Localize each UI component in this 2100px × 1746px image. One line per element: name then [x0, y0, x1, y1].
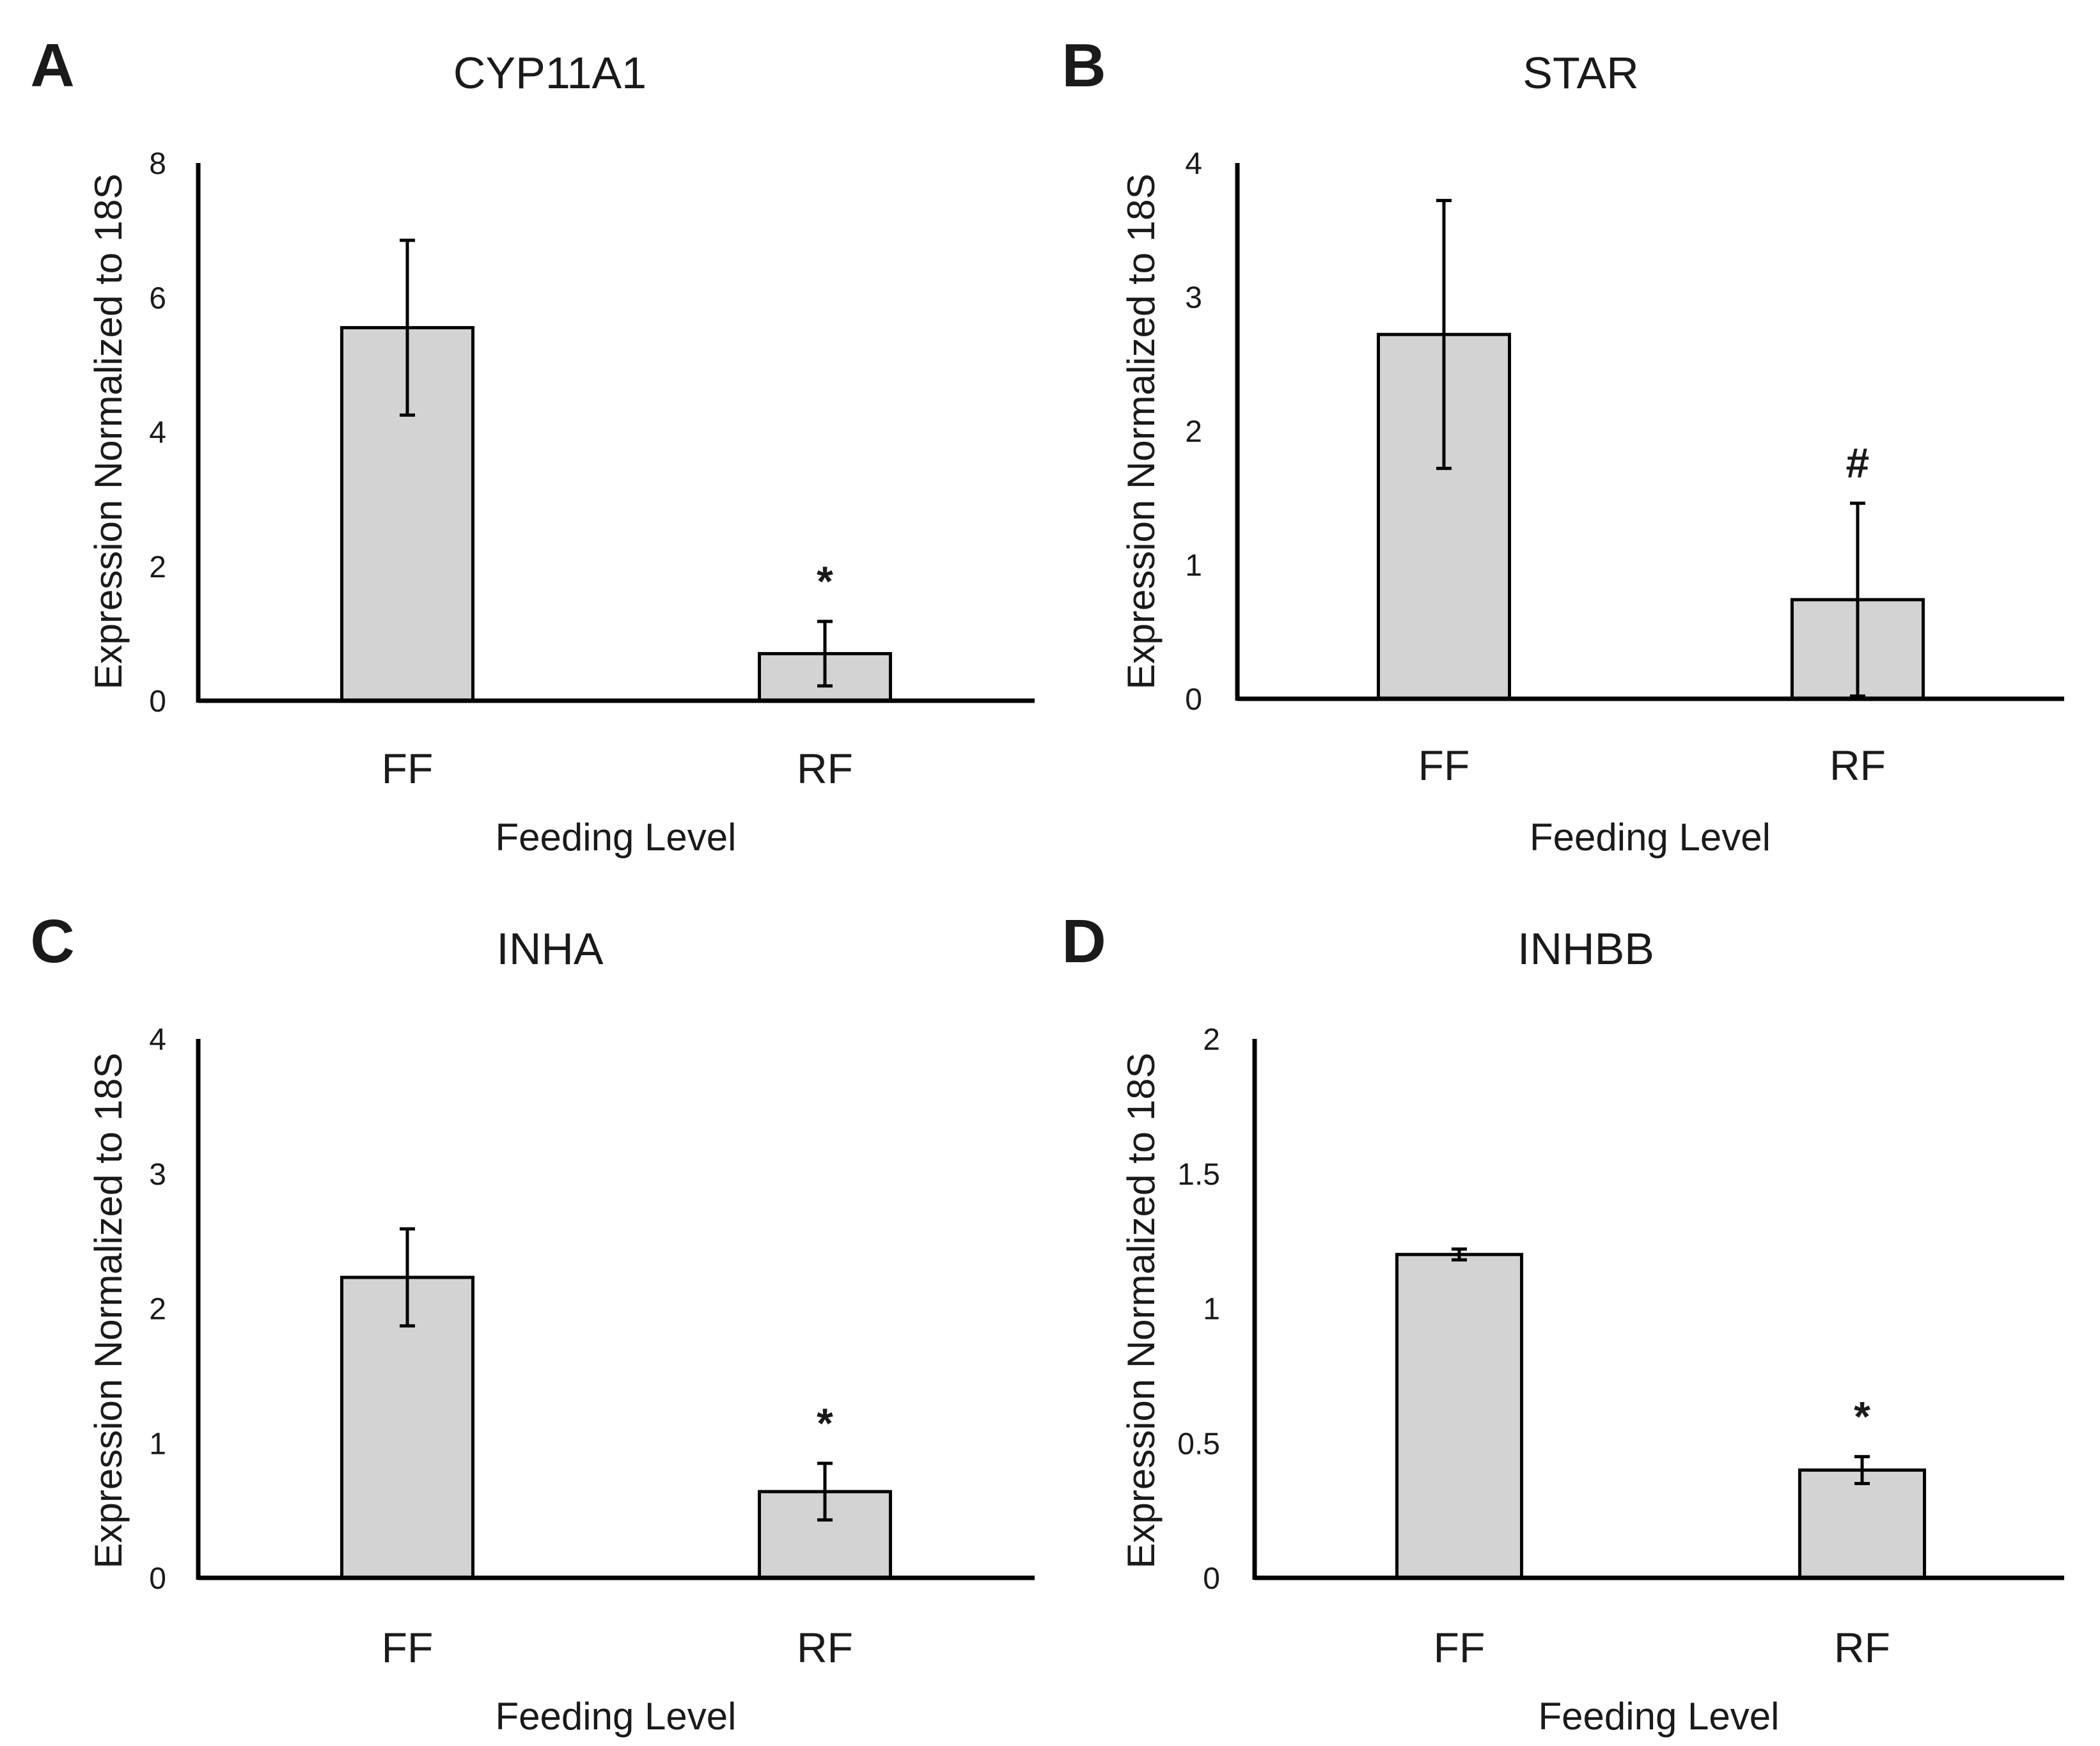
panel-letter: D: [1062, 907, 1106, 976]
bar-rf: [1798, 1468, 1926, 1580]
significance-marker: *: [817, 1399, 833, 1447]
x-axis-title: Feeding Level: [1530, 816, 1771, 859]
chart-title: STAR: [1523, 48, 1639, 98]
y-tick-label: 0: [1185, 683, 1202, 717]
chart-panel-b: B STAR Expression Normalized to 18S 0 1 2 3 4 FF…: [1062, 31, 2064, 859]
y-tick-label: 4: [149, 416, 166, 450]
x-tick-label: RF: [797, 1624, 853, 1671]
y-axis-title: Expression Normalized to 18S: [1120, 173, 1163, 689]
y-tick-label: 1.5: [1177, 1158, 1220, 1192]
x-tick-label: FF: [382, 1624, 434, 1671]
y-tick-label: 0: [1203, 1562, 1220, 1596]
y-tick-label: 1: [149, 1427, 166, 1461]
chart-panel-d: D INHBB Expression Normalized to 18S 0 0.5 1 1…: [1062, 907, 2064, 1738]
x-tick-label: RF: [1834, 1624, 1890, 1671]
y-axis-title: Expression Normalized to 18S: [87, 1052, 130, 1568]
x-tick-label: FF: [382, 745, 434, 792]
y-tick-label: 4: [149, 1023, 166, 1057]
significance-marker: *: [1854, 1392, 1870, 1440]
x-tick-label: RF: [797, 745, 853, 792]
significance-marker: #: [1846, 439, 1870, 487]
y-tick-label: 8: [149, 147, 166, 181]
y-tick-label: 2: [1203, 1023, 1220, 1057]
y-axis-title: Expression Normalized to 18S: [87, 173, 130, 689]
panel-letter: C: [30, 907, 74, 976]
x-tick-label: FF: [1434, 1624, 1485, 1671]
x-axis-title: Feeding Level: [1539, 1695, 1780, 1738]
x-axis-title: Feeding Level: [496, 1695, 737, 1738]
y-tick-label: 3: [149, 1158, 166, 1192]
panel-letter: B: [1062, 31, 1106, 100]
x-tick-label: RF: [1830, 742, 1886, 789]
y-tick-label: 2: [149, 1293, 166, 1327]
y-axis-title: Expression Normalized to 18S: [1120, 1052, 1163, 1568]
chart-title: INHA: [496, 924, 604, 974]
y-tick-label: 1: [1203, 1293, 1220, 1327]
y-tick-label: 0.5: [1177, 1427, 1220, 1461]
chart-panel-c: C INHA Expression Normalized to 18S 0 1 2 3 4 FF…: [30, 907, 1035, 1738]
x-axis-title: Feeding Level: [496, 816, 737, 859]
bar-ff: [1395, 1252, 1523, 1580]
y-tick-label: 1: [1185, 549, 1202, 583]
chart-panel-a: A CYP11A1 Expression Normalized to 18S 0 2 4 6…: [30, 31, 1035, 859]
y-tick-label: 0: [149, 685, 166, 719]
y-tick-label: 0: [149, 1562, 166, 1596]
y-tick-label: 2: [1185, 415, 1202, 449]
y-tick-label: 2: [149, 550, 166, 584]
chart-title: INHBB: [1517, 924, 1654, 974]
y-tick-label: 6: [149, 281, 166, 315]
y-tick-label: 4: [1185, 147, 1202, 181]
chart-title: CYP11A1: [453, 48, 646, 98]
significance-marker: *: [817, 557, 833, 605]
x-tick-label: FF: [1418, 742, 1470, 789]
panel-letter: A: [30, 31, 74, 100]
y-tick-label: 3: [1185, 281, 1202, 315]
